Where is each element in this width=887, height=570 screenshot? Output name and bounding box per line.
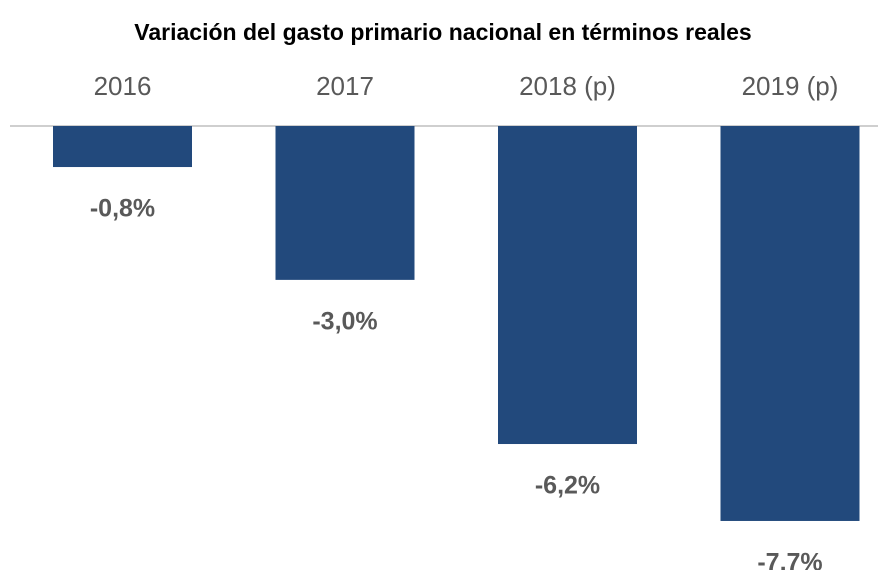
data-label: -7,7% (757, 549, 822, 570)
chart-title: Variación del gasto primario nacional en… (134, 19, 751, 45)
bar (498, 126, 637, 445)
category-label: 2016 (94, 71, 152, 101)
category-label: 2017 (316, 71, 374, 101)
data-label: -3,0% (312, 307, 377, 335)
bar (53, 126, 192, 168)
bar (720, 126, 860, 521)
category-label: 2018 (p) (519, 71, 616, 101)
data-label: -6,2% (535, 472, 600, 500)
data-label: -0,8% (90, 195, 155, 223)
category-label: 2019 (p) (742, 71, 839, 101)
bar (275, 126, 415, 280)
